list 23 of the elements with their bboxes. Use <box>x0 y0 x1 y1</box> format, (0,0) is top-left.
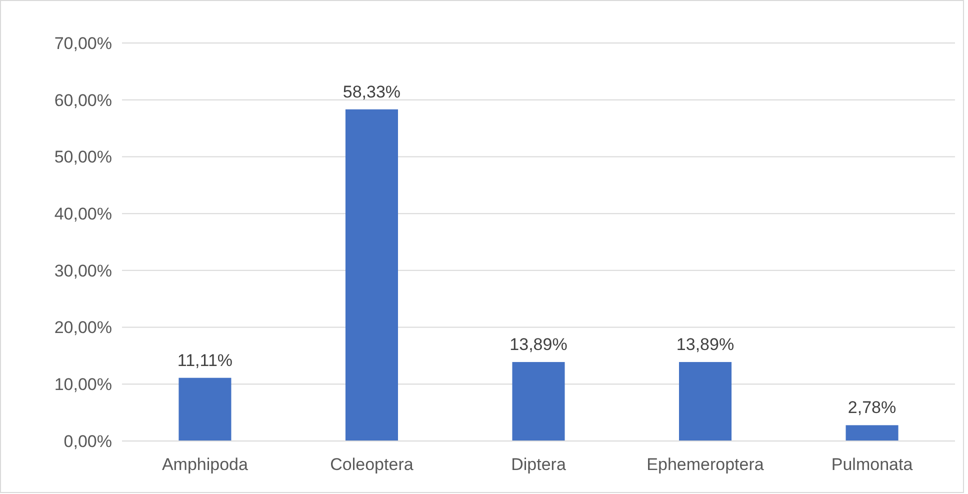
bar <box>345 109 398 441</box>
y-tick-label: 40,00% <box>54 204 112 224</box>
y-tick-label: 50,00% <box>54 148 112 167</box>
bar <box>679 362 732 441</box>
y-tick-label: 30,00% <box>54 261 112 280</box>
bar <box>178 378 232 441</box>
x-tick-label: Pulmonata <box>831 455 914 474</box>
x-tick-label: Diptera <box>511 455 566 474</box>
data-label: 13,89% <box>510 335 568 354</box>
bar <box>512 362 565 441</box>
data-label: 2,78% <box>848 398 896 418</box>
y-tick-label: 10,00% <box>54 375 112 394</box>
data-label: 13,89% <box>676 335 734 354</box>
data-label: 58,33% <box>342 82 401 102</box>
x-tick-label: Amphipoda <box>162 455 249 474</box>
x-tick-label: Ephemeroptera <box>646 455 764 474</box>
y-tick-label: 70,00% <box>54 34 112 53</box>
y-tick-label: 60,00% <box>54 90 112 110</box>
bar <box>846 425 898 441</box>
x-tick-label: Coleoptera <box>330 455 414 474</box>
y-tick-label: 20,00% <box>54 318 112 338</box>
y-tick-label: 0,00% <box>64 432 112 451</box>
data-label: 11,11% <box>177 350 233 370</box>
